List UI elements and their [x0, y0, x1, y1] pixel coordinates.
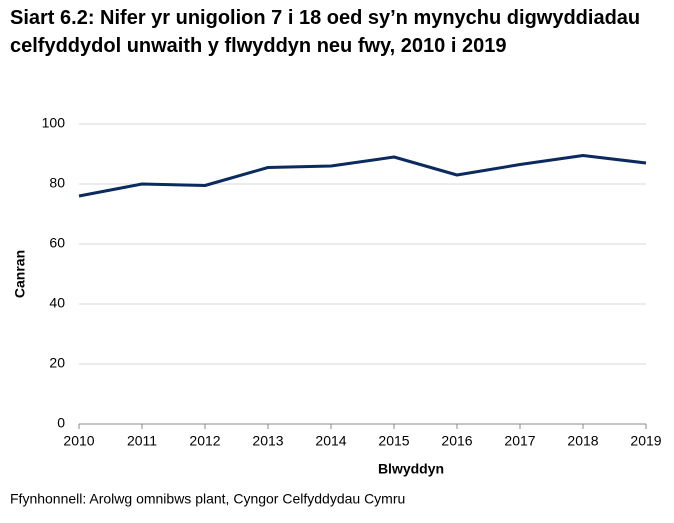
- x-tick-label: 2012: [189, 433, 220, 449]
- x-tick-label: 2019: [630, 433, 661, 449]
- source-note: Ffynhonnell: Arolwg omnibws plant, Cyngo…: [10, 491, 405, 507]
- y-axis-label: Canran: [12, 250, 28, 298]
- y-tick-label: 80: [49, 175, 65, 191]
- x-tick-label: 2013: [252, 433, 283, 449]
- x-tick-label: 2015: [378, 433, 409, 449]
- y-tick-label: 100: [42, 115, 66, 131]
- x-tick-label: 2016: [441, 433, 472, 449]
- y-tick-label: 20: [49, 355, 65, 371]
- x-tick-label: 2018: [567, 433, 598, 449]
- y-tick-label: 40: [49, 295, 65, 311]
- x-tick-label: 2017: [504, 433, 535, 449]
- y-tick-label: 60: [49, 235, 65, 251]
- x-tick-label: 2014: [315, 433, 346, 449]
- x-tick-label: 2011: [127, 433, 157, 449]
- y-tick-label: 0: [57, 415, 65, 431]
- x-tick-label: 2010: [63, 433, 94, 449]
- x-axis-label: Blwyddyn: [378, 461, 444, 477]
- chart-title: Siart 6.2: Nifer yr unigolion 7 i 18 oed…: [10, 7, 641, 57]
- data-line: [78, 154, 647, 198]
